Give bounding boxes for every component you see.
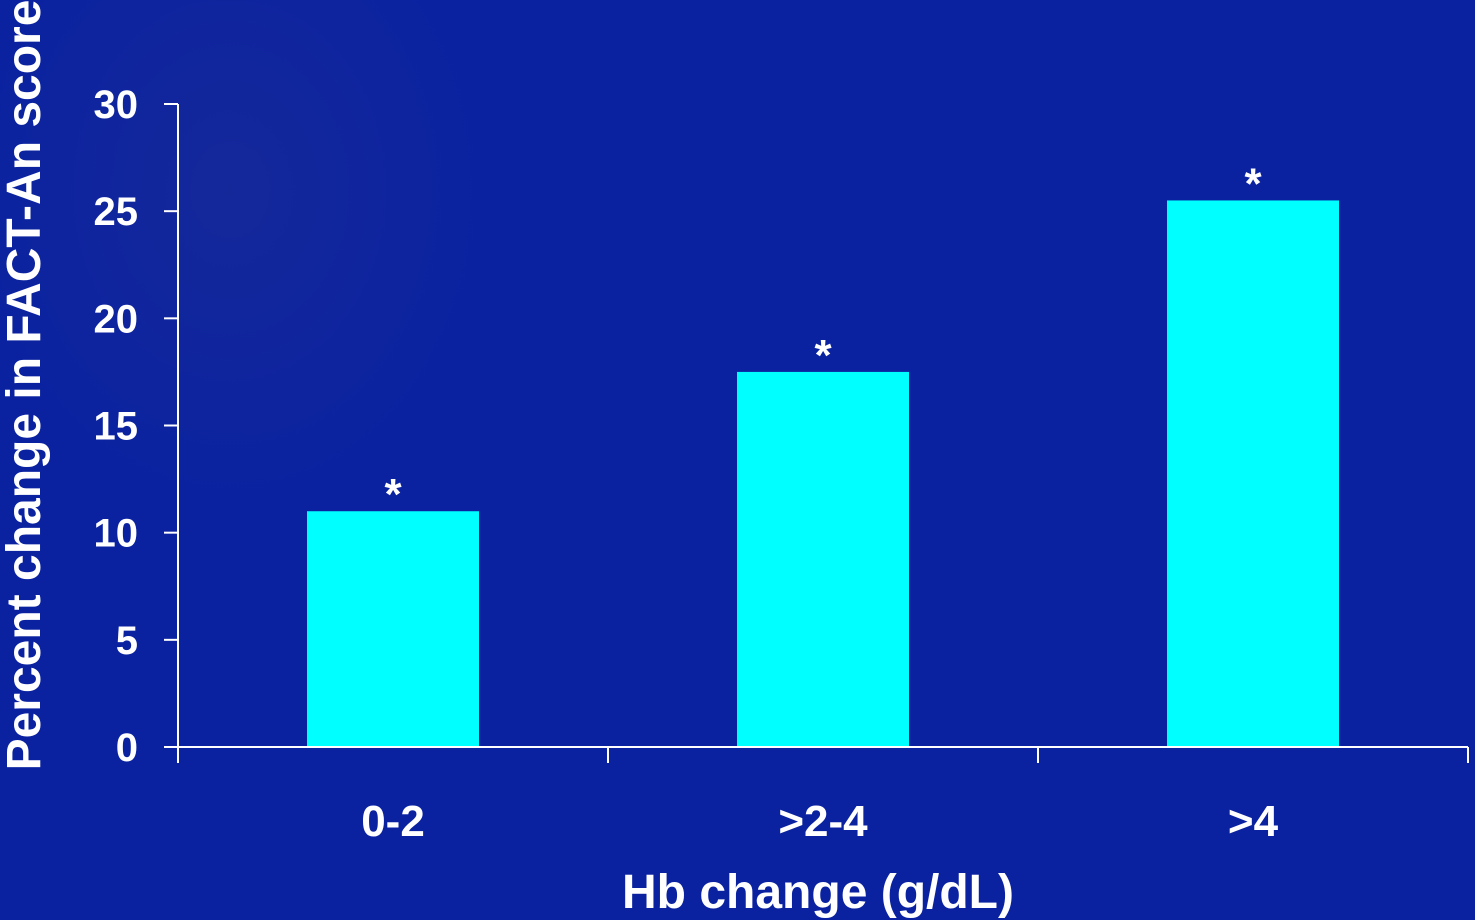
y-axis-title: Percent change in FACT-An score xyxy=(0,0,51,770)
y-tick-label: 15 xyxy=(94,405,139,449)
x-category-label: >2-4 xyxy=(778,797,868,846)
y-tick-label: 30 xyxy=(94,83,139,127)
y-tick-label: 25 xyxy=(94,190,139,234)
x-axis-title: Hb change (g/dL) xyxy=(622,866,1014,919)
significance-star: * xyxy=(1244,159,1262,208)
labels-layer: 0 5 10 15 20 25 30 0-2 * >2-4 * >4 * xyxy=(94,83,1279,846)
y-tick-label: 0 xyxy=(116,726,138,770)
bar xyxy=(1167,200,1339,747)
y-tick-label: 10 xyxy=(94,512,139,556)
bars-layer xyxy=(307,200,1339,747)
x-category-label: >4 xyxy=(1228,797,1279,846)
y-tick-label: 20 xyxy=(94,297,139,341)
bar xyxy=(737,371,909,747)
bar xyxy=(307,511,479,747)
significance-star: * xyxy=(814,331,832,380)
significance-star: * xyxy=(384,470,402,519)
x-category-label: 0-2 xyxy=(361,797,425,846)
ticks-layer xyxy=(164,103,1469,763)
y-tick-label: 5 xyxy=(116,619,138,663)
